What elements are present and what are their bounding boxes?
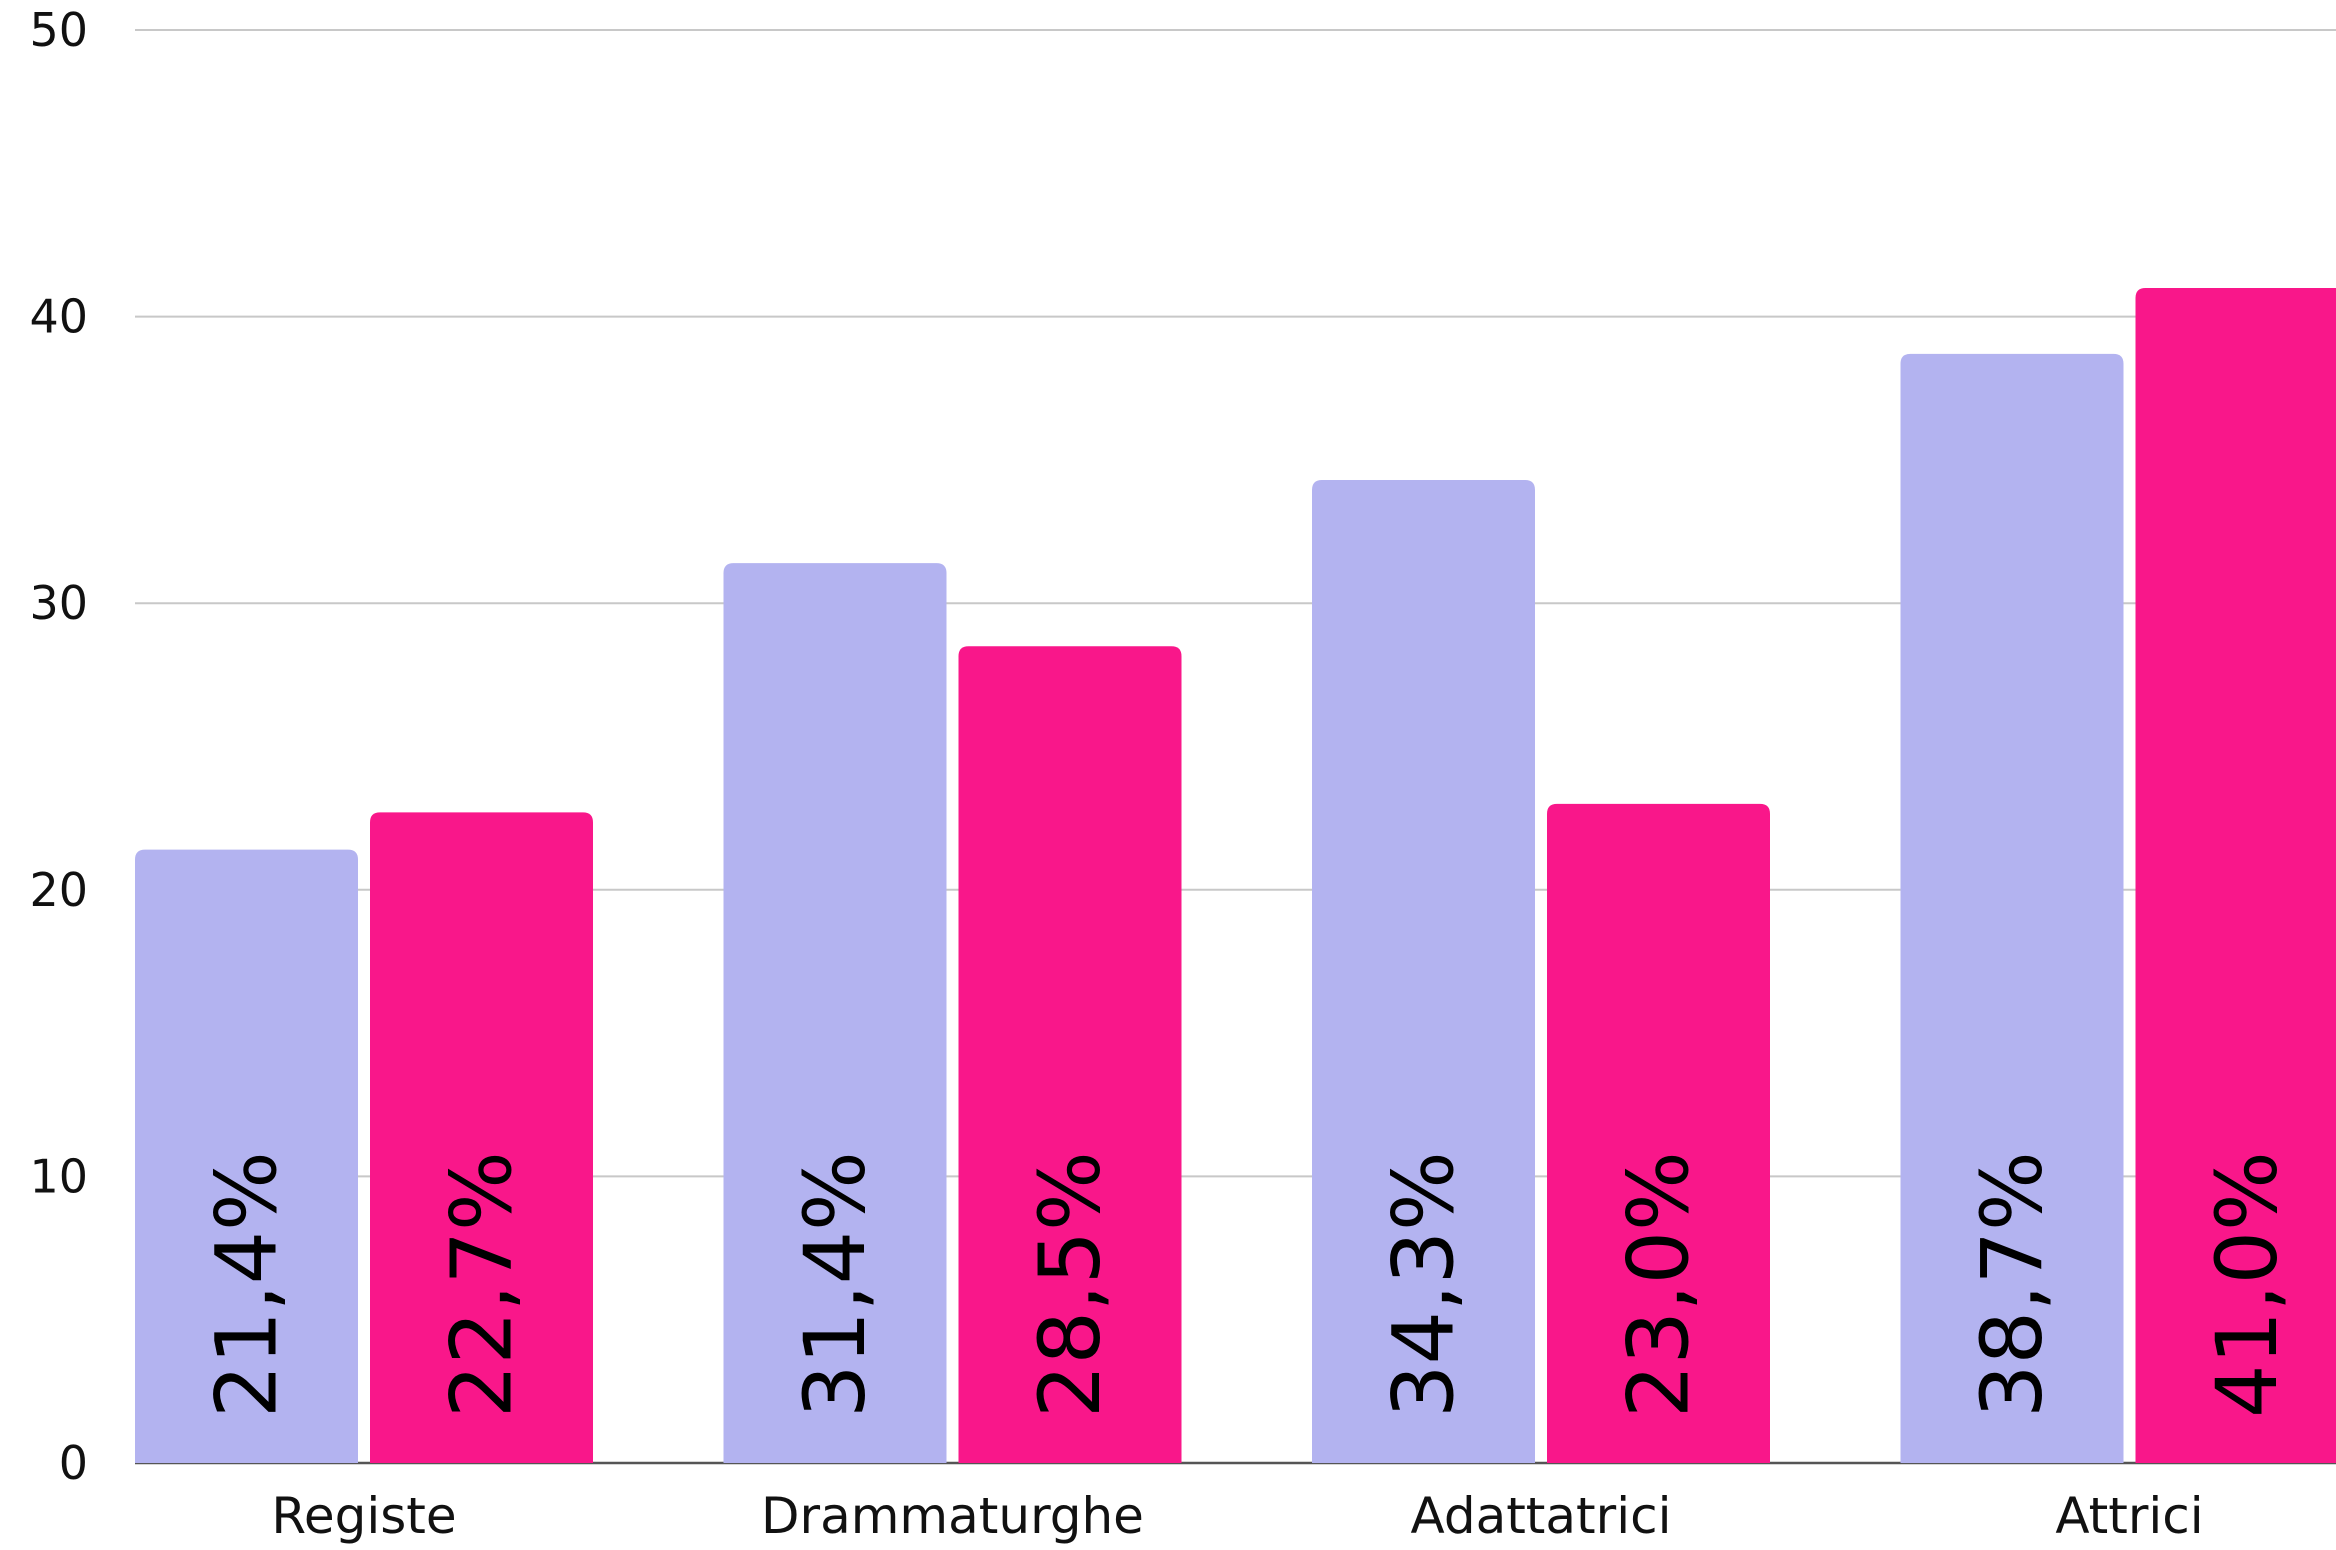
bar-data-label: 41,0%: [2198, 1151, 2296, 1418]
bar: [958, 646, 1182, 1463]
y-tick-label: 10: [29, 1149, 88, 1203]
x-axis-labels: Registe Drammaturghe Adattatrici Attrici: [271, 1487, 2203, 1545]
bar: [1547, 803, 1770, 1463]
bar: [1900, 353, 2124, 1463]
data-labels: 21,4% 22,7% 31,4% 28,5% 34,3% 23,0% 38,7% 41,0%: [198, 1151, 2297, 1418]
y-tick-label: 30: [29, 576, 88, 630]
bar-data-label: 38,7%: [1963, 1151, 2061, 1418]
bar-data-label: 31,4%: [786, 1151, 884, 1418]
bar-data-label: 28,5%: [1021, 1151, 1119, 1418]
bar: [370, 812, 593, 1463]
y-tick-label: 50: [29, 3, 88, 57]
x-category-label: Drammaturghe: [761, 1487, 1144, 1545]
bar: [723, 563, 947, 1463]
bar: [135, 849, 358, 1463]
x-category-label: Attrici: [2055, 1487, 2203, 1545]
y-tick-label: 20: [29, 863, 88, 917]
bar: [1312, 479, 1535, 1463]
y-axis-ticks: 0 10 20 30 40 50: [29, 3, 88, 1490]
bar-data-label: 22,7%: [433, 1151, 531, 1418]
y-tick-label: 40: [29, 290, 88, 344]
bar-data-label: 34,3%: [1375, 1151, 1473, 1418]
bar-data-label: 23,0%: [1610, 1151, 1708, 1418]
y-tick-label: 0: [59, 1436, 88, 1490]
bar: [2135, 287, 2336, 1463]
bar-data-label: 21,4%: [198, 1151, 296, 1418]
x-category-label: Registe: [271, 1487, 456, 1545]
bars: [135, 287, 2336, 1463]
x-category-label: Adattatrici: [1411, 1487, 1672, 1545]
